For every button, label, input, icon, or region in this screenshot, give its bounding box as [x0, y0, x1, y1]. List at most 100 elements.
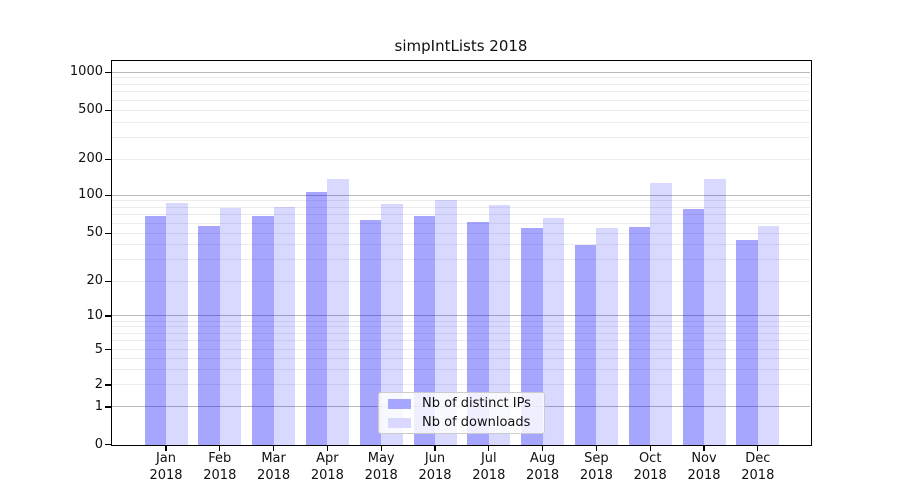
gridline-minor [112, 83, 810, 85]
y-axis-tick-label: 10 [86, 307, 103, 323]
gridline-minor [112, 158, 810, 160]
gridline-minor [112, 259, 810, 261]
y-axis-tick-label: 500 [78, 102, 103, 118]
x-axis-tick-label: Mar 2018 [257, 451, 291, 483]
x-axis-tick-label: Dec 2018 [741, 451, 775, 483]
x-axis-tick [380, 445, 382, 451]
x-axis-tick-label: Aug 2018 [526, 451, 560, 483]
y-axis-tick [105, 406, 112, 408]
legend-item-downloads: Nb of downloads [388, 414, 536, 430]
bar-downloads [650, 183, 672, 445]
gridline-minor [112, 280, 810, 282]
y-axis-tick [105, 384, 112, 386]
bar-distinct-ips [198, 226, 220, 445]
y-axis-tick [105, 109, 112, 111]
bar-downloads [166, 202, 188, 445]
x-axis-tick [595, 445, 598, 451]
gridline-minor [112, 320, 810, 322]
gridline-minor [112, 357, 810, 359]
gridline-minor [112, 244, 810, 246]
bar-distinct-ips [682, 208, 704, 445]
bar-downloads [542, 217, 565, 445]
legend-swatch-downloads [388, 417, 411, 428]
gridline-minor [112, 200, 810, 202]
bar-downloads [381, 204, 403, 445]
y-axis-tick-label: 1 [94, 398, 103, 414]
gridline-major [112, 71, 810, 73]
bar-distinct-ips [359, 219, 382, 445]
x-axis-tick-label: Apr 2018 [310, 451, 344, 483]
y-axis-tick-label: 2 [94, 376, 103, 392]
x-axis-tick-label: Feb 2018 [203, 451, 237, 483]
x-axis-tick [541, 445, 544, 451]
x-axis-tick-label: Jun 2018 [418, 451, 452, 483]
gridline-minor [112, 214, 810, 216]
bar-downloads [435, 200, 457, 445]
x-axis-tick-label: Nov 2018 [687, 451, 721, 483]
y-axis-tick [105, 315, 112, 317]
gridline-minor [112, 332, 810, 334]
gridline-minor [112, 77, 810, 79]
bar-downloads [596, 227, 618, 445]
x-axis-tick [326, 445, 329, 451]
x-axis-tick [488, 445, 490, 451]
x-axis-tick [165, 445, 167, 451]
bar-distinct-ips [252, 215, 274, 445]
y-axis-tick [105, 348, 112, 351]
y-axis-tick-label: 100 [78, 187, 103, 203]
x-axis-tick-label: May 2018 [364, 451, 398, 483]
bar-downloads [757, 226, 780, 445]
x-axis-tick [649, 445, 651, 451]
gridline-minor [112, 368, 810, 370]
y-axis-tick [105, 158, 112, 160]
gridline-minor [112, 349, 810, 350]
gridline-minor [112, 99, 810, 101]
y-axis-tick [105, 232, 112, 234]
gridline-minor [112, 222, 810, 224]
x-axis-tick-label: Jan 2018 [149, 451, 183, 483]
gridline-major [112, 315, 810, 317]
y-axis-tick-label: 0 [94, 436, 103, 452]
gridline-minor [112, 340, 810, 342]
y-axis-tick [105, 280, 112, 282]
legend: Nb of distinct IPs Nb of downloads [378, 392, 545, 434]
bar-distinct-ips [628, 227, 651, 445]
legend-swatch-distinct-ips [388, 398, 411, 409]
x-axis-tick [272, 445, 275, 451]
x-axis-tick [703, 445, 705, 451]
bar-distinct-ips [467, 222, 489, 445]
y-axis-tick [105, 194, 112, 196]
y-axis-tick [105, 71, 112, 73]
gridline-minor [112, 121, 810, 123]
y-axis-tick-label: 5 [94, 341, 103, 357]
gridline-minor [112, 384, 810, 386]
legend-item-distinct-ips: Nb of distinct IPs [388, 396, 536, 411]
bar-downloads [327, 179, 349, 445]
gridline-minor [112, 109, 810, 111]
y-axis-tick [105, 443, 112, 446]
y-axis-tick-label: 20 [86, 273, 103, 289]
bar-distinct-ips [144, 216, 166, 445]
gridline-minor [112, 206, 810, 208]
y-axis-tick-label: 1000 [69, 64, 103, 80]
x-axis-tick-label: Jul 2018 [472, 451, 506, 483]
bar-downloads [273, 207, 296, 445]
x-axis-tick [434, 445, 436, 451]
bar-distinct-ips [521, 227, 543, 445]
bar-downloads [219, 208, 242, 445]
gridline-major [112, 194, 810, 196]
bar-distinct-ips [305, 191, 328, 445]
y-axis-tick-label: 50 [86, 225, 103, 241]
legend-label-downloads: Nb of downloads [422, 414, 531, 430]
y-axis-tick-label: 200 [78, 151, 103, 167]
plot-area [112, 61, 810, 445]
x-axis-tick-label: Oct 2018 [633, 451, 667, 483]
bar-distinct-ips [574, 244, 597, 445]
gridline-minor [112, 326, 810, 328]
x-axis-tick [219, 445, 221, 451]
bar-distinct-ips [413, 215, 435, 445]
chart-title: simpIntLists 2018 [394, 37, 528, 55]
gridline-minor [112, 232, 810, 234]
bar-distinct-ips [736, 239, 758, 445]
